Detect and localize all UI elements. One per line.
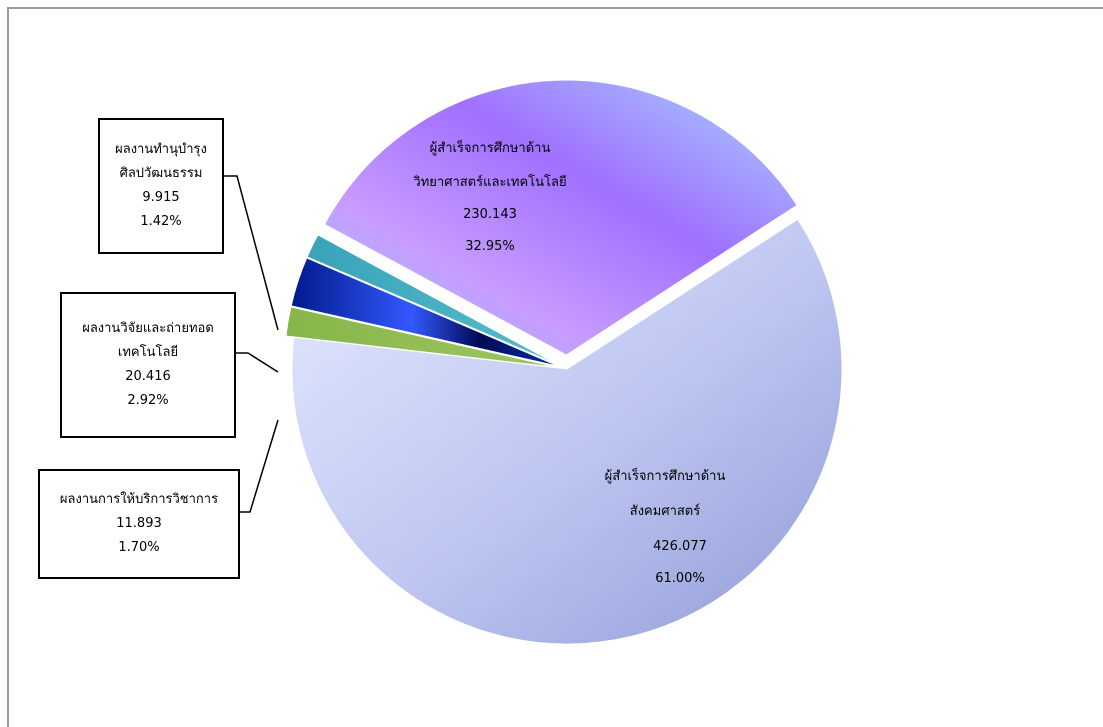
callout-research-value: 20.416 (125, 369, 171, 384)
leader-line-culture (224, 175, 279, 331)
slice-value-social: 426.077 (653, 539, 707, 554)
callout-culture-line2: ศิลปวัฒนธรรม (119, 166, 203, 181)
slice-label-science-line2: วิทยาศาสตร์และเทคโนโลยี (413, 174, 567, 190)
slice-percent-science: 32.95% (465, 239, 515, 254)
slice-percent-social: 61.00% (655, 571, 705, 586)
callout-service-value: 11.893 (116, 516, 162, 531)
leader-line-service (240, 419, 279, 513)
callout-service: ผลงานการให้บริการวิชาการ 11.893 1.70% (38, 469, 240, 579)
slice-label-science-line1: ผู้สำเร็จการศึกษาด้าน (430, 138, 551, 156)
callout-research-percent: 2.92% (127, 393, 169, 408)
callout-research-line2: เทคโนโลยี (117, 345, 179, 360)
slice-value-science: 230.143 (463, 207, 517, 222)
callout-culture-value: 9.915 (142, 190, 180, 205)
callout-culture-percent: 1.42% (140, 214, 182, 229)
pie-slice-social-sciences (291, 218, 843, 645)
callout-culture-line1: ผลงานทำนุบำรุง (115, 142, 207, 157)
pie-slice-culture (306, 234, 561, 366)
slice-label-social-line2: สังคมศาสตร์ (630, 503, 700, 519)
pie-slice-academic-service (285, 306, 560, 369)
callout-service-percent: 1.70% (118, 540, 160, 555)
pie-slice-research (290, 257, 560, 368)
leader-line-research (236, 352, 279, 373)
pie-slices (285, 79, 843, 645)
pie-slice-science-technology (323, 79, 798, 356)
callout-service-line1: ผลงานการให้บริการวิชาการ (59, 492, 219, 507)
callout-culture: ผลงานทำนุบำรุง ศิลปวัฒนธรรม 9.915 1.42% (98, 118, 224, 254)
chart-frame (7, 7, 1103, 727)
callout-research-line1: ผลงานวิจัยและถ่ายทอด (82, 321, 214, 336)
callout-research: ผลงานวิจัยและถ่ายทอด เทคโนโลยี 20.416 2.… (60, 292, 236, 438)
slice-label-social-line1: ผู้สำเร็จการศึกษาด้าน (605, 466, 726, 484)
